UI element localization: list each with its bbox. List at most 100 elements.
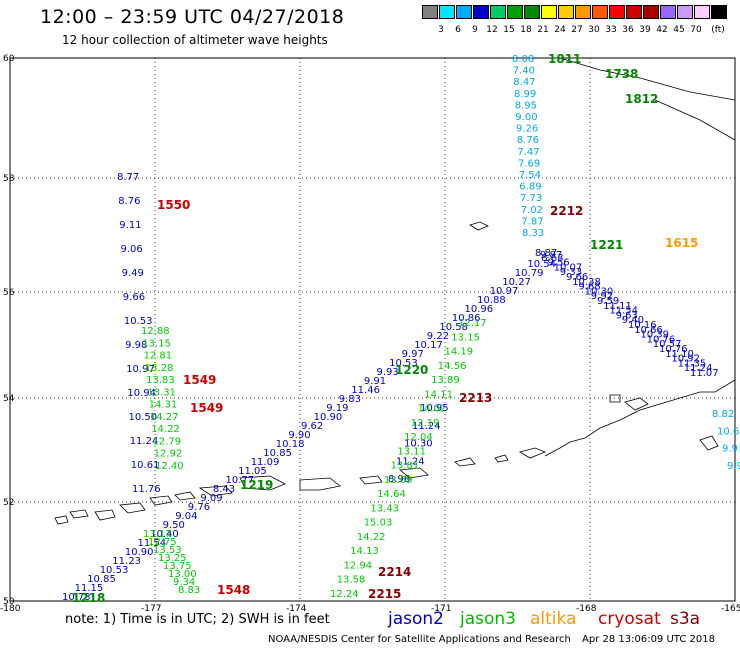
coast-segment (559, 57, 736, 101)
scale-swatch (677, 5, 693, 19)
pass-time-label: 2215 (368, 587, 401, 601)
swh-value: 9.87 (540, 250, 562, 261)
scale-label: 30 (588, 25, 600, 35)
satellite-legend-item: jason2 (388, 609, 444, 629)
pass-time-label: 2212 (550, 204, 583, 218)
swh-value: 7.87 (521, 216, 543, 227)
scale-swatch (524, 5, 540, 19)
pass-time-label: 2213 (459, 391, 492, 405)
swh-value: 10.39 (640, 330, 669, 341)
swh-value: 12.81 (144, 351, 173, 362)
scale-swatch (473, 5, 489, 19)
swh-value: 8.87 (535, 248, 557, 259)
swh-value: 11.24 (396, 456, 425, 467)
swh-value: 7.40 (513, 66, 535, 77)
coast-segment (359, 475, 383, 485)
swh-value: 10.07 (554, 262, 583, 273)
swh-value: 10.53 (100, 565, 129, 576)
swh-value: 12.92 (154, 449, 183, 460)
scale-swatch (626, 5, 642, 19)
swh-value: 8.08 (512, 54, 534, 65)
swh-value: 8.77 (117, 172, 139, 183)
swh-value: 14.56 (438, 361, 467, 372)
coast-segment (609, 394, 621, 403)
swh-value: 8.33 (522, 228, 544, 239)
scale-label: 3 (438, 25, 444, 35)
swh-value: 9.92 (591, 291, 613, 302)
swh-value: 10.79 (515, 268, 544, 279)
swh-value: 10.53 (124, 316, 153, 327)
lat-tick-label: 54 (3, 394, 15, 404)
swh-value: 9.49 (122, 268, 144, 279)
lon-tick-label: -174 (286, 604, 307, 614)
pass-time-label: 1220 (395, 363, 428, 377)
swh-value: 14.31 (149, 400, 178, 411)
swh-value: 14.64 (377, 489, 406, 500)
swh-value: 9.40 (622, 315, 644, 326)
scale-swatch (507, 5, 523, 19)
swh-value: 12.19 (411, 418, 440, 429)
coast-segment (299, 477, 341, 491)
scale-label: 18 (520, 25, 532, 35)
coast-segment (494, 454, 509, 463)
swh-value: 12.75 (148, 537, 177, 548)
swh-value: 11.24 (412, 421, 441, 432)
swh-value: 9.04 (175, 511, 197, 522)
swh-value: 11.09 (251, 457, 280, 468)
swh-value: 7.54 (519, 170, 541, 181)
swh-value: 8.63 (541, 253, 563, 264)
scale-label: 24 (554, 25, 566, 35)
swh-value: 9.11 (119, 220, 141, 231)
scale-swatch (643, 5, 659, 19)
swh-value: 9.91 (364, 376, 386, 387)
swh-value: 10.30 (585, 286, 614, 297)
scale-label: 21 (537, 25, 549, 35)
swh-value: 8.43 (213, 484, 235, 495)
swh-value: 10.57 (653, 339, 682, 350)
swh-value: 8.83 (178, 585, 200, 596)
coast-segment (174, 491, 196, 501)
swh-value: 13.69 (384, 475, 413, 486)
pass-time-label: 1812 (625, 92, 658, 106)
swh-value: 9.68 (578, 282, 600, 293)
map-subtitle: 12 hour collection of altimeter wave hei… (62, 33, 328, 47)
swh-value: 10.40 (150, 529, 179, 540)
coast-segment (69, 509, 89, 519)
swh-value: 11.46 (351, 385, 380, 396)
swh-value: 13.11 (397, 446, 426, 457)
pass-time-label: 2214 (378, 565, 411, 579)
swh-value: 10.85 (263, 448, 292, 459)
swh-value: 13.53 (153, 545, 182, 556)
coast-segment (454, 457, 476, 467)
swh-value: 11.07 (690, 368, 719, 379)
swh-value: 9.19 (326, 403, 348, 414)
swh-value: 7.73 (520, 193, 542, 204)
coast-segment (699, 435, 719, 451)
lon-tick-label: -168 (576, 604, 597, 614)
coast-segment (624, 397, 649, 411)
swh-value: 14.22 (357, 532, 386, 543)
swh-value: 7.02 (521, 205, 543, 216)
pass-time-label: 1219 (240, 478, 273, 492)
swh-value: 9.90 (288, 430, 310, 441)
swh-value: 10.88 (477, 295, 506, 306)
coast-segment (518, 447, 547, 459)
pass-time-label: 1615 (665, 236, 698, 250)
swh-value: 8.76 (118, 196, 140, 207)
swh-value: 12.17 (458, 318, 487, 329)
swh-value: 14.22 (151, 424, 180, 435)
swh-value: 13.15 (142, 338, 171, 349)
lat-tick-label: 60 (3, 54, 15, 64)
swh-value: 10.16 (628, 320, 657, 331)
swh-value: 14.02 (418, 404, 447, 415)
swh-value: 9.34 (173, 577, 195, 588)
lat-tick-label: 58 (3, 174, 15, 184)
scale-swatch (456, 5, 472, 19)
coastline (54, 57, 736, 525)
map-title: 12:00 – 23:59 UTC 04/27/2018 (40, 6, 345, 28)
swh-value: 9.62 (301, 421, 323, 432)
scale-swatch (439, 5, 455, 19)
lat-tick-label: 56 (3, 288, 15, 298)
swh-value: 10.27 (502, 277, 531, 288)
